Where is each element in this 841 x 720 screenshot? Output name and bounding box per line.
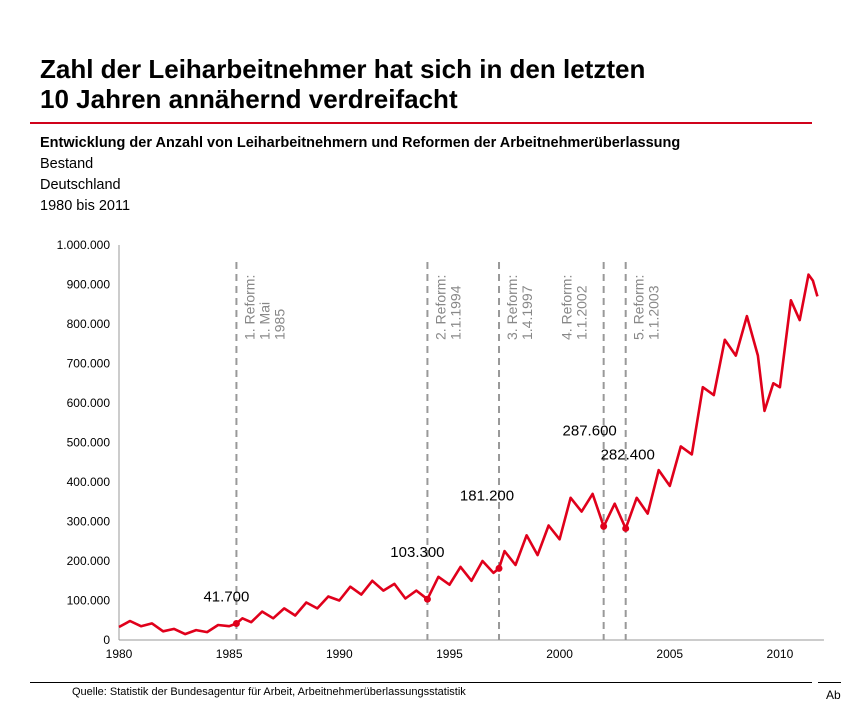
annotation-point — [600, 522, 608, 530]
x-tick-label: 1995 — [436, 647, 463, 661]
y-tick-label: 900.000 — [67, 278, 111, 292]
title-line-1: Zahl der Leiharbeitnehmer hat sich in de… — [40, 54, 646, 84]
chart-subtitle: Entwicklung der Anzahl von Leiharbeitneh… — [40, 133, 680, 217]
subtitle-measure: Bestand — [40, 156, 94, 172]
annotation-point — [232, 620, 240, 628]
y-tick-label: 600.000 — [67, 396, 111, 410]
y-tick-label: 200.000 — [67, 554, 111, 568]
subtitle-main: Entwicklung der Anzahl von Leiharbeitneh… — [40, 135, 681, 151]
y-tick-label: 500.000 — [67, 436, 111, 450]
x-tick-label: 1980 — [106, 647, 133, 661]
reform-label: 1.1.2002 — [574, 285, 590, 340]
source-note: Quelle: Statistik der Bundesagentur für … — [72, 686, 466, 698]
annotation-point — [622, 524, 630, 532]
page-title: Zahl der Leiharbeitnehmer hat sich in de… — [40, 54, 645, 114]
y-tick-label: 400.000 — [67, 475, 111, 489]
annotation-label: 282.400 — [601, 446, 655, 463]
reform-label: 1. Reform: — [241, 275, 257, 340]
annotation-point — [423, 595, 431, 603]
x-tick-label: 1990 — [326, 647, 353, 661]
annotation-label: 287.600 — [563, 422, 617, 439]
series-line — [118, 273, 819, 636]
annotation-point — [495, 564, 503, 572]
x-tick-label: 2010 — [767, 647, 794, 661]
reform-label: 1. Mai — [256, 302, 272, 340]
subtitle-region: Deutschland — [40, 177, 121, 193]
reform-label: 3. Reform: — [504, 275, 520, 340]
y-tick-label: 1.000.000 — [57, 238, 111, 252]
x-tick-label: 1985 — [216, 647, 243, 661]
annotation-label: 103.300 — [390, 544, 444, 561]
y-tick-label: 300.000 — [67, 515, 111, 529]
y-tick-label: 800.000 — [67, 317, 111, 331]
annotation-label: 181.200 — [460, 487, 514, 504]
footer-divider-right — [818, 682, 841, 683]
reform-label: 1.4.1997 — [519, 285, 535, 340]
annotation-label: 41.700 — [203, 589, 249, 606]
title-divider — [30, 122, 812, 124]
title-line-2: 10 Jahren annähernd verdreifacht — [40, 84, 458, 114]
y-tick-label: 700.000 — [67, 357, 111, 371]
x-tick-label: 2005 — [656, 647, 683, 661]
y-tick-label: 0 — [103, 633, 110, 647]
x-tick-label: 2000 — [546, 647, 573, 661]
reform-label: 1.1.1994 — [447, 285, 463, 340]
y-tick-label: 100.000 — [67, 594, 111, 608]
reform-label: 4. Reform: — [559, 275, 575, 340]
subtitle-period: 1980 bis 2011 — [40, 198, 131, 214]
footer-divider — [30, 682, 812, 683]
reform-label: 2. Reform: — [432, 275, 448, 340]
reform-label: 1.1.2003 — [646, 285, 662, 340]
reform-label: 1985 — [271, 309, 287, 340]
reform-label: 5. Reform: — [631, 275, 647, 340]
footer-cut-text: Ab — [826, 688, 841, 702]
